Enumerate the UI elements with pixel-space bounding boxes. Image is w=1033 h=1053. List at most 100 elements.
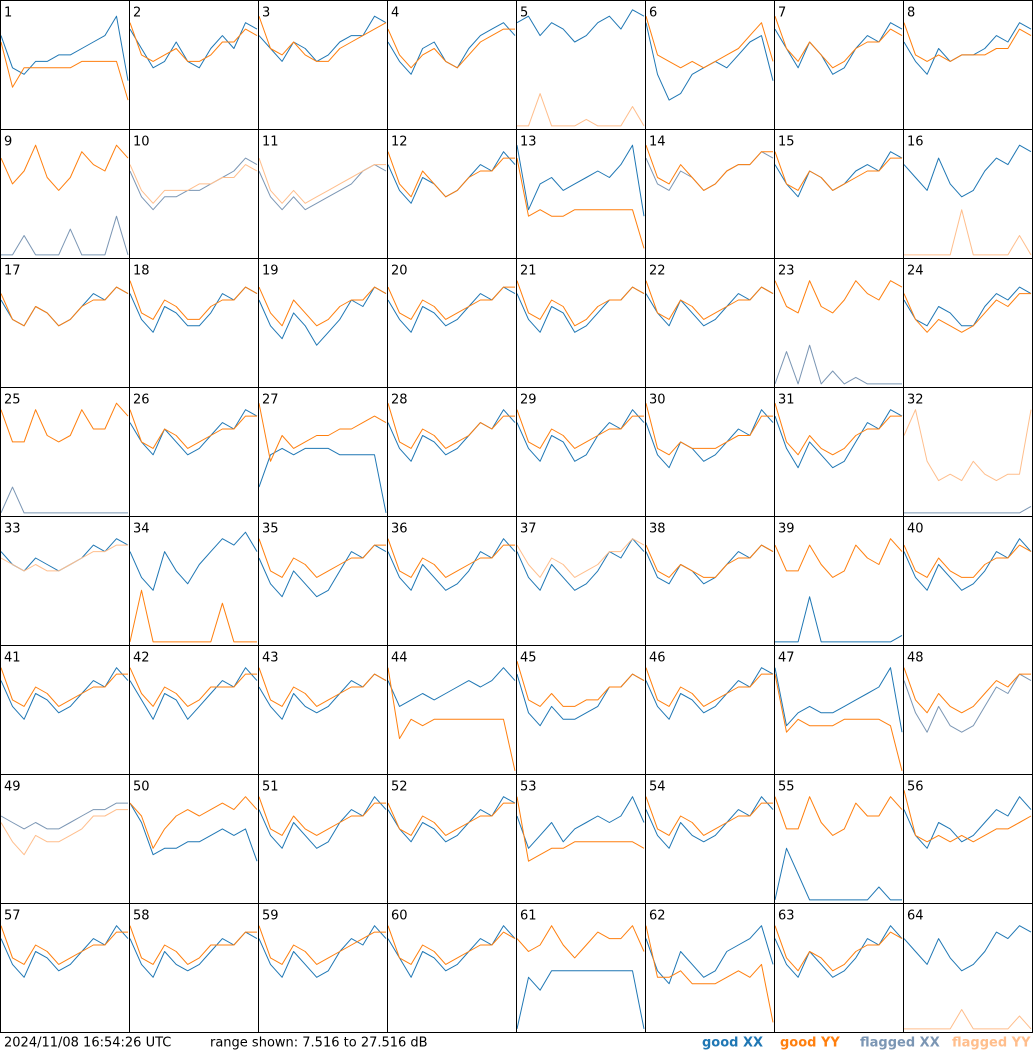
- trace: [516, 538, 645, 591]
- trace: [129, 925, 257, 965]
- panel-title: 26: [133, 393, 150, 408]
- panel-title: 13: [520, 135, 537, 150]
- panel-title: 24: [907, 264, 924, 279]
- trace: [258, 796, 387, 849]
- panel-title: 6: [649, 6, 657, 21]
- panel-title: 18: [133, 264, 150, 279]
- panel-title: 58: [133, 909, 150, 924]
- panel-title: 45: [520, 651, 537, 666]
- panel-title: 43: [262, 651, 279, 666]
- trace: [129, 409, 258, 456]
- trace: [903, 796, 1032, 849]
- trace: [129, 157, 258, 211]
- panel-title: 29: [520, 393, 537, 408]
- range-note: range shown: 7.516 to 27.516 dB: [210, 1036, 428, 1051]
- panel-title: 5: [520, 6, 528, 21]
- trace: [129, 667, 258, 720]
- trace: [0, 538, 129, 572]
- trace: [258, 403, 387, 462]
- panel-frame: [258, 0, 388, 130]
- trace: [258, 157, 386, 204]
- trace: [645, 544, 774, 585]
- trace: [516, 158, 645, 249]
- trace: [387, 538, 515, 578]
- trace: [516, 970, 645, 1030]
- panel-frame: [0, 0, 130, 130]
- trace: [903, 286, 1032, 327]
- trace: [129, 409, 257, 449]
- trace: [645, 22, 774, 101]
- trace: [774, 925, 903, 978]
- trace: [645, 925, 774, 985]
- panel-title: 38: [649, 522, 666, 537]
- trace: [258, 286, 387, 346]
- panel-title: 41: [4, 651, 21, 666]
- trace: [258, 673, 387, 720]
- panel-title: 12: [391, 135, 408, 150]
- trace: [0, 809, 128, 856]
- trace: [387, 286, 516, 333]
- panel-title: 25: [4, 393, 21, 408]
- trace: [387, 28, 515, 69]
- panel-title: 21: [520, 264, 537, 279]
- trace: [129, 796, 258, 849]
- trace: [645, 667, 773, 707]
- trace: [903, 925, 1032, 972]
- panel-title: 1: [4, 6, 12, 21]
- trace: [387, 403, 515, 449]
- trace: [0, 286, 129, 327]
- panel-title: 50: [133, 780, 150, 795]
- panel-title: 44: [391, 651, 408, 666]
- panel-title: 23: [778, 264, 795, 279]
- trace: [516, 796, 645, 862]
- trace: [129, 22, 258, 62]
- panel-title: 32: [907, 393, 924, 408]
- trace: [774, 925, 903, 972]
- panel-title: 35: [262, 522, 279, 537]
- panel-title: 46: [649, 651, 666, 666]
- trace: [387, 667, 516, 772]
- trace: [258, 447, 387, 513]
- trace: [645, 544, 774, 578]
- trace: [903, 22, 1032, 75]
- trace: [516, 144, 645, 217]
- trace: [645, 796, 773, 836]
- trace: [904, 505, 1032, 514]
- trace: [516, 286, 645, 333]
- panel-title: 40: [907, 522, 924, 537]
- panel-title: 36: [391, 522, 408, 537]
- panel-title: 53: [520, 780, 537, 795]
- trace: [387, 286, 515, 320]
- trace: [258, 796, 386, 836]
- trace: [129, 286, 258, 333]
- panel-title: 10: [133, 135, 150, 150]
- panel-title: 61: [520, 909, 537, 924]
- panel-title: 33: [4, 522, 21, 537]
- trace: [258, 15, 387, 62]
- trace: [903, 544, 1032, 578]
- panel-title: 3: [262, 6, 270, 21]
- panel-title: 7: [778, 6, 786, 21]
- trace: [0, 925, 128, 965]
- panel-title: 16: [907, 135, 924, 150]
- panel-title: 9: [4, 135, 12, 150]
- trace: [129, 802, 258, 862]
- trace: [774, 674, 903, 772]
- trace: [258, 925, 387, 978]
- trace: [387, 151, 515, 198]
- panel-title: 54: [649, 780, 666, 795]
- trace: [0, 41, 129, 101]
- trace: [903, 293, 1031, 333]
- trace: [645, 403, 773, 456]
- trace: [903, 409, 1032, 482]
- trace: [387, 667, 516, 707]
- trace: [774, 151, 902, 191]
- trace: [258, 538, 386, 578]
- trace: [258, 286, 387, 327]
- trace: [903, 144, 1032, 198]
- trace: [774, 796, 903, 836]
- trace: [129, 589, 257, 643]
- panel-title: 62: [649, 909, 666, 924]
- panel-frame: [903, 0, 1033, 130]
